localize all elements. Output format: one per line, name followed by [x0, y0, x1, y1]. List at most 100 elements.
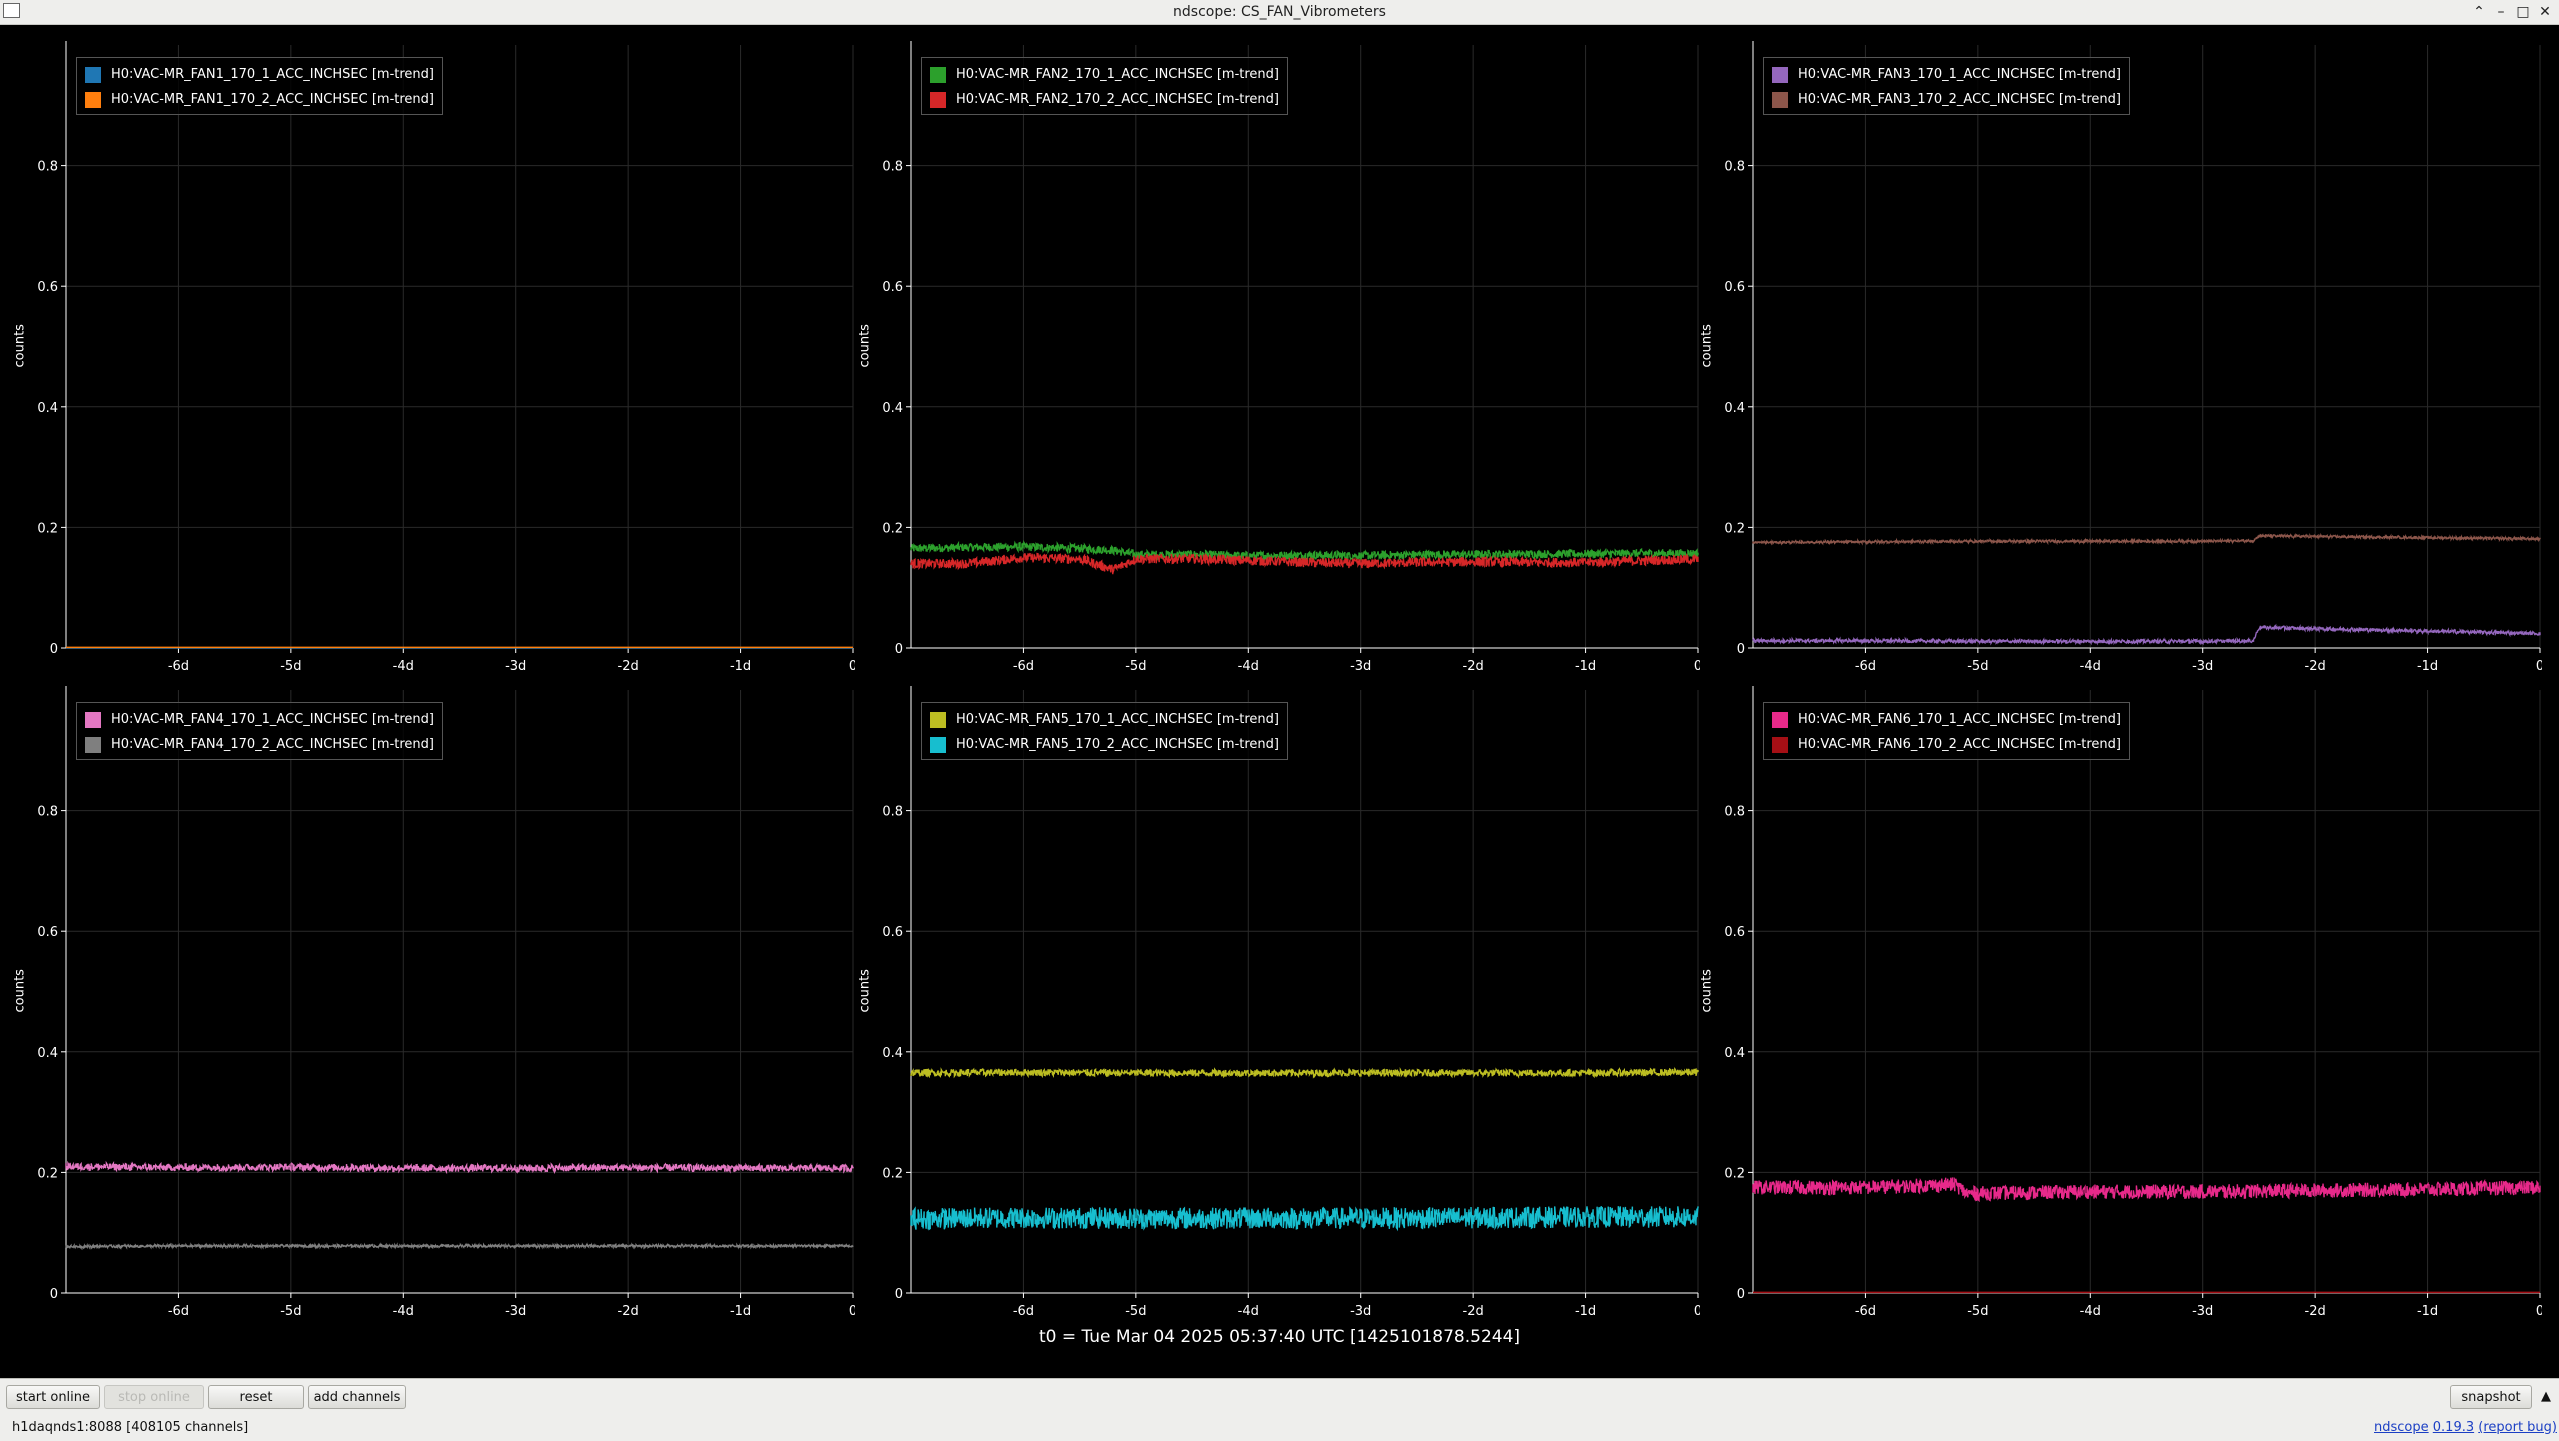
start-online-button[interactable]: start online — [6, 1385, 100, 1409]
x-tick-label: -1d — [730, 659, 751, 670]
y-tick-label: 0.8 — [1724, 160, 1745, 175]
series-line — [1752, 1176, 2541, 1203]
series-2 — [65, 1242, 854, 1251]
series-line — [910, 1205, 1699, 1232]
plot-fan4-legend[interactable]: H0:VAC-MR_FAN4_170_1_ACC_INCHSEC [m-tren… — [76, 702, 443, 760]
legend-item[interactable]: H0:VAC-MR_FAN6_170_1_ACC_INCHSEC [m-tren… — [1772, 707, 2121, 732]
series-line — [910, 1066, 1699, 1079]
reset-button[interactable]: reset — [208, 1385, 304, 1409]
legend-item[interactable]: H0:VAC-MR_FAN2_170_1_ACC_INCHSEC [m-tren… — [930, 62, 1279, 87]
window-minimize-button[interactable]: – — [2497, 4, 2505, 20]
legend-item[interactable]: H0:VAC-MR_FAN1_170_2_ACC_INCHSEC [m-tren… — [85, 87, 434, 112]
legend-item[interactable]: H0:VAC-MR_FAN3_170_1_ACC_INCHSEC [m-tren… — [1772, 62, 2121, 87]
version-link[interactable]: 0.19.3 — [2432, 1420, 2475, 1435]
plot-fan5-canvas[interactable]: 0 0.2 0.4 0.6 0.8 -6d -5d -4d -3d -2d -1d 0 — [845, 670, 1702, 1319]
x-tick-label: -4d — [393, 659, 414, 670]
plot-fan3-legend[interactable]: H0:VAC-MR_FAN3_170_1_ACC_INCHSEC [m-tren… — [1763, 57, 2130, 115]
plot-fan2-legend[interactable]: H0:VAC-MR_FAN2_170_1_ACC_INCHSEC [m-tren… — [921, 57, 1288, 115]
y-tick-label: 0.8 — [1724, 805, 1745, 820]
plot-fan1-canvas[interactable]: 0 0.2 0.4 0.6 0.8 -6d -5d -4d -3d -2d -1d 0 — [0, 25, 857, 674]
legend-label: H0:VAC-MR_FAN3_170_1_ACC_INCHSEC [m-tren… — [1798, 67, 2121, 82]
plot-fan1[interactable]: 0 0.2 0.4 0.6 0.8 -6d -5d -4d -3d -2d -1d 0 counts … — [0, 25, 857, 674]
y-tick-label: 0.4 — [37, 401, 58, 416]
plot-fan6-legend[interactable]: H0:VAC-MR_FAN6_170_1_ACC_INCHSEC [m-tren… — [1763, 702, 2130, 760]
x-tick-label: -4d — [2080, 659, 2101, 670]
plot-fan5-legend[interactable]: H0:VAC-MR_FAN5_170_1_ACC_INCHSEC [m-tren… — [921, 702, 1288, 760]
series-line — [65, 1242, 854, 1251]
legend-swatch — [85, 66, 101, 83]
series-2 — [910, 552, 1699, 575]
plot-fan1-legend[interactable]: H0:VAC-MR_FAN1_170_1_ACC_INCHSEC [m-tren… — [76, 57, 443, 115]
legend-item[interactable]: H0:VAC-MR_FAN1_170_1_ACC_INCHSEC [m-tren… — [85, 62, 434, 87]
x-tick-label: -5d — [1125, 659, 1146, 670]
y-tick-label: 0.6 — [882, 925, 903, 940]
legend-item[interactable]: H0:VAC-MR_FAN4_170_1_ACC_INCHSEC [m-tren… — [85, 707, 434, 732]
y-tick-label: 0.4 — [37, 1046, 58, 1061]
window-titlebar: ndscope: CS_FAN_Vibrometers ⌃ – □ ✕ — [0, 0, 2559, 25]
plot-area: 0 0.2 0.4 0.6 0.8 -6d -5d -4d -3d -2d -1d 0 counts … — [0, 25, 2559, 1378]
legend-item[interactable]: H0:VAC-MR_FAN6_170_2_ACC_INCHSEC [m-tren… — [1772, 732, 2121, 757]
x-tick-label: -5d — [280, 1304, 301, 1315]
x-tick-label: -3d — [1350, 659, 1371, 670]
plot-fan2-canvas[interactable]: 0 0.2 0.4 0.6 0.8 -6d -5d -4d -3d -2d -1d 0 — [845, 25, 1702, 674]
legend-label: H0:VAC-MR_FAN6_170_1_ACC_INCHSEC [m-tren… — [1798, 712, 2121, 727]
legend-item[interactable]: H0:VAC-MR_FAN5_170_1_ACC_INCHSEC [m-tren… — [930, 707, 1279, 732]
ndscope-link[interactable]: ndscope — [2374, 1420, 2429, 1435]
series-1 — [65, 1160, 854, 1175]
x-tick-label: -6d — [1013, 1304, 1034, 1315]
series-1 — [910, 539, 1699, 562]
x-tick-label: -2d — [2305, 1304, 2326, 1315]
plot-fan6-canvas[interactable]: 0 0.2 0.4 0.6 0.8 -6d -5d -4d -3d -2d -1d 0 — [1687, 670, 2544, 1319]
window-title: ndscope: CS_FAN_Vibrometers — [1173, 4, 1386, 20]
x-tick-label: -4d — [393, 1304, 414, 1315]
x-tick-label: -4d — [1238, 1304, 1259, 1315]
y-tick-label: 0.8 — [882, 805, 903, 820]
add-channels-button[interactable]: add channels — [308, 1385, 406, 1409]
y-tick-label: 0.2 — [37, 1166, 58, 1181]
x-tick-label: -2d — [618, 659, 639, 670]
plot-fan4-canvas[interactable]: 0 0.2 0.4 0.6 0.8 -6d -5d -4d -3d -2d -1d 0 — [0, 670, 857, 1319]
plot-fan2-ylabel: counts — [857, 324, 873, 368]
x-tick-label: -1d — [2417, 1304, 2438, 1315]
channel-count: [408105 channels] — [126, 1420, 249, 1435]
stop-online-button[interactable]: stop online — [104, 1385, 204, 1409]
x-tick-label: -2d — [1463, 659, 1484, 670]
window-shade-button[interactable]: ⌃ — [2473, 4, 2485, 20]
plot-fan4-ylabel: counts — [12, 969, 28, 1013]
legend-item[interactable]: H0:VAC-MR_FAN2_170_2_ACC_INCHSEC [m-tren… — [930, 87, 1279, 112]
series-1 — [1752, 1176, 2541, 1203]
y-tick-label: 0 — [50, 1287, 58, 1302]
x-tick-label: -4d — [2080, 1304, 2101, 1315]
y-tick-label: 0.8 — [37, 805, 58, 820]
x-tick-label: 0 — [1694, 1304, 1700, 1315]
menu-arrow-button[interactable]: ▲ — [2541, 1389, 2551, 1404]
plot-fan6-ylabel: counts — [1699, 969, 1715, 1013]
plot-fan5[interactable]: 0 0.2 0.4 0.6 0.8 -6d -5d -4d -3d -2d -1d 0 counts … — [845, 670, 1702, 1319]
legend-item[interactable]: H0:VAC-MR_FAN4_170_2_ACC_INCHSEC [m-tren… — [85, 732, 434, 757]
x-tick-label: -3d — [1350, 1304, 1371, 1315]
window-close-button[interactable]: ✕ — [2539, 4, 2551, 20]
x-tick-label: 0 — [2536, 659, 2542, 670]
plot-fan3-canvas[interactable]: 0 0.2 0.4 0.6 0.8 -6d -5d -4d -3d -2d -1d 0 — [1687, 25, 2544, 674]
y-tick-label: 0.2 — [37, 521, 58, 536]
window-maximize-button[interactable]: □ — [2516, 4, 2530, 20]
plot-fan5-ylabel: counts — [857, 969, 873, 1013]
report-bug-link[interactable]: (report bug) — [2478, 1420, 2557, 1435]
plot-fan2[interactable]: 0 0.2 0.4 0.6 0.8 -6d -5d -4d -3d -2d -1d 0 counts … — [845, 25, 1702, 674]
plot-fan6[interactable]: 0 0.2 0.4 0.6 0.8 -6d -5d -4d -3d -2d -1d 0 counts … — [1687, 670, 2544, 1319]
x-tick-label: -5d — [1967, 659, 1988, 670]
y-tick-label: 0 — [895, 642, 903, 657]
plot-fan3[interactable]: 0 0.2 0.4 0.6 0.8 -6d -5d -4d -3d -2d -1d 0 counts … — [1687, 25, 2544, 674]
legend-item[interactable]: H0:VAC-MR_FAN3_170_2_ACC_INCHSEC [m-tren… — [1772, 87, 2121, 112]
y-tick-label: 0.4 — [1724, 401, 1745, 416]
y-tick-label: 0.4 — [882, 401, 903, 416]
plot-fan4[interactable]: 0 0.2 0.4 0.6 0.8 -6d -5d -4d -3d -2d -1d 0 counts … — [0, 670, 857, 1319]
legend-swatch — [930, 66, 946, 83]
y-tick-label: 0.2 — [1724, 521, 1745, 536]
legend-label: H0:VAC-MR_FAN2_170_2_ACC_INCHSEC [m-tren… — [956, 92, 1279, 107]
legend-label: H0:VAC-MR_FAN4_170_2_ACC_INCHSEC [m-tren… — [111, 737, 434, 752]
series-line — [1752, 623, 2541, 646]
y-tick-label: 0 — [1737, 642, 1745, 657]
snapshot-button[interactable]: snapshot — [2450, 1385, 2532, 1409]
legend-item[interactable]: H0:VAC-MR_FAN5_170_2_ACC_INCHSEC [m-tren… — [930, 732, 1279, 757]
